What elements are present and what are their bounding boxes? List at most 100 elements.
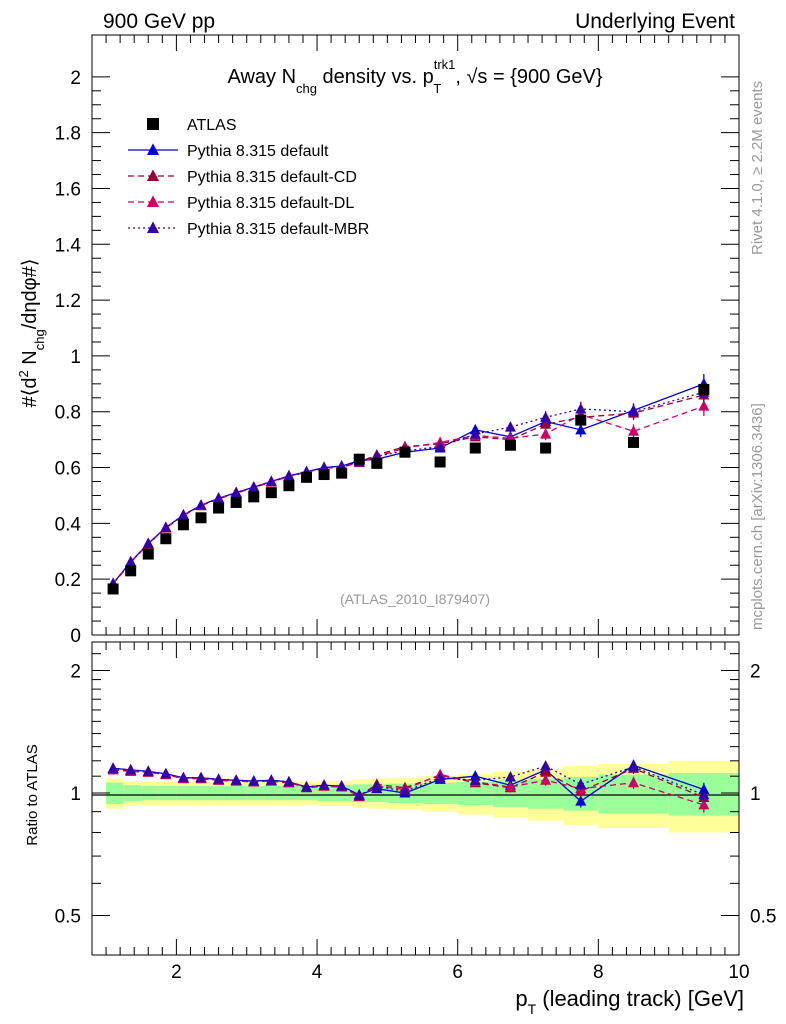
legend-label: Pythia 8.315 default-CD <box>187 169 357 186</box>
mc-point-4 <box>142 537 154 548</box>
stat-uncertainty-band <box>211 786 230 801</box>
data-point <box>213 502 225 514</box>
data-point <box>399 446 411 458</box>
ratio-y-ticks: 0.5 0.5 1 1 2 2 <box>55 653 776 928</box>
legend-label: Pythia 8.315 default-MBR <box>187 221 369 238</box>
energy-label: 900 GeV pp <box>103 10 215 33</box>
legend: ATLAS Pythia 8.315 default Pythia 8.315 de… <box>128 117 369 238</box>
legend-marker <box>147 118 159 130</box>
ratio-point-3 <box>336 780 348 791</box>
data-point <box>160 533 172 545</box>
ratio-y-tick-label-right: 1 <box>750 784 761 805</box>
data-point <box>195 512 207 524</box>
mc-point-3 <box>540 428 552 439</box>
data-point <box>265 487 277 499</box>
process-label: Underlying Event <box>575 10 735 33</box>
mc-point-4 <box>125 555 137 567</box>
data-point <box>698 383 710 395</box>
stat-uncertainty-band <box>123 785 142 802</box>
ratio-series-layer <box>107 759 710 813</box>
mc-point-4 <box>177 509 189 520</box>
mc-point-4 <box>265 475 277 487</box>
series-line-2 <box>112 394 704 585</box>
stat-uncertainty-band <box>264 786 282 801</box>
x-tick-label: 2 <box>171 962 182 983</box>
ratio-point-3 <box>434 771 446 783</box>
mc-point-4 <box>504 421 516 432</box>
main-panel: Away Nchg density vs. ptrk1 T, √s = {900 … <box>16 34 740 647</box>
y-tick-label: 0 <box>70 626 81 647</box>
data-point <box>318 469 330 481</box>
ratio-point-3 <box>107 762 119 773</box>
mc-point-3 <box>698 400 710 411</box>
legend-label: Pythia 8.315 default-DL <box>187 195 354 212</box>
ratio-uncertainty-bands <box>106 760 739 833</box>
data-point <box>575 414 587 426</box>
ratio-panel: Ratio to ATLAS 0.5 0.5 1 1 2 2 2 4 6 8 10 pT (lea… <box>24 641 776 1017</box>
ratio-point-3 <box>628 760 640 772</box>
stat-uncertainty-band <box>422 782 458 804</box>
ratio-point-3 <box>300 780 312 792</box>
y-tick-label: 0.2 <box>55 570 81 591</box>
ratio-point-1 <box>540 766 552 777</box>
x-tick-label: 6 <box>452 962 463 983</box>
ratio-point-3 <box>399 785 411 796</box>
stat-uncertainty-band <box>176 786 194 801</box>
data-point <box>125 565 137 577</box>
data-point <box>283 480 295 492</box>
ratio-point-2 <box>540 774 552 785</box>
series-line-1 <box>112 383 705 584</box>
stat-uncertainty-band <box>106 782 124 804</box>
ratio-point-3 <box>142 765 154 776</box>
ratio-point-3 <box>504 770 516 782</box>
mc-point-3 <box>628 425 640 436</box>
ratio-point-2 <box>698 798 710 810</box>
series-line-4 <box>112 391 705 585</box>
stat-uncertainty-band <box>246 786 265 801</box>
ratio-point-3 <box>213 773 225 784</box>
ratio-point-2 <box>504 780 516 792</box>
ratio-point-3 <box>318 779 330 790</box>
ratio-point-3 <box>177 771 189 783</box>
data-point <box>504 439 516 451</box>
x-tick-label: 4 <box>312 962 323 983</box>
data-point <box>230 496 242 508</box>
y-tick-label: 1.2 <box>55 291 81 312</box>
ratio-point-3 <box>265 774 277 785</box>
legend-marker <box>146 221 160 233</box>
mc-point-4 <box>248 481 260 492</box>
mc-point-4 <box>230 486 242 498</box>
legend-label: ATLAS <box>187 117 237 134</box>
data-point <box>300 471 312 483</box>
mc-point-4 <box>195 499 207 510</box>
ratio-point-3 <box>125 763 137 775</box>
main-y-axis-label: #⟨d2 Nchg/dηdφ#⟩ <box>16 258 47 407</box>
y-tick-label: 2 <box>70 68 81 89</box>
data-point <box>353 453 365 465</box>
mc-point-4 <box>213 492 225 503</box>
ratio-point-3 <box>371 780 383 791</box>
data-point <box>107 583 119 595</box>
ratio-point-0 <box>575 795 587 806</box>
data-point <box>371 457 383 469</box>
stat-uncertainty-band <box>281 786 300 801</box>
data-point <box>336 467 348 479</box>
stat-uncertainty-band <box>158 786 177 801</box>
x-tick-label: 10 <box>728 962 749 983</box>
data-point <box>540 442 552 454</box>
mc-point-1 <box>575 423 587 435</box>
y-tick-label: 0.8 <box>55 403 81 424</box>
legend-label: Pythia 8.315 default <box>187 143 329 160</box>
ratio-point-3 <box>469 774 481 785</box>
ratio-point-3 <box>540 760 552 771</box>
ratio-series-line-2 <box>113 768 705 806</box>
mc-point-4 <box>160 521 172 533</box>
ratio-point-3 <box>575 778 587 789</box>
main-series-layer <box>107 374 710 595</box>
mcplots-label: mcplots.cern.ch [arXiv:1306.3436] <box>749 403 766 630</box>
mc-point-4 <box>434 440 446 452</box>
ratio-y-tick-label: 1 <box>70 784 81 805</box>
x-tick-label: 8 <box>593 962 604 983</box>
ratio-point-3 <box>353 789 365 801</box>
